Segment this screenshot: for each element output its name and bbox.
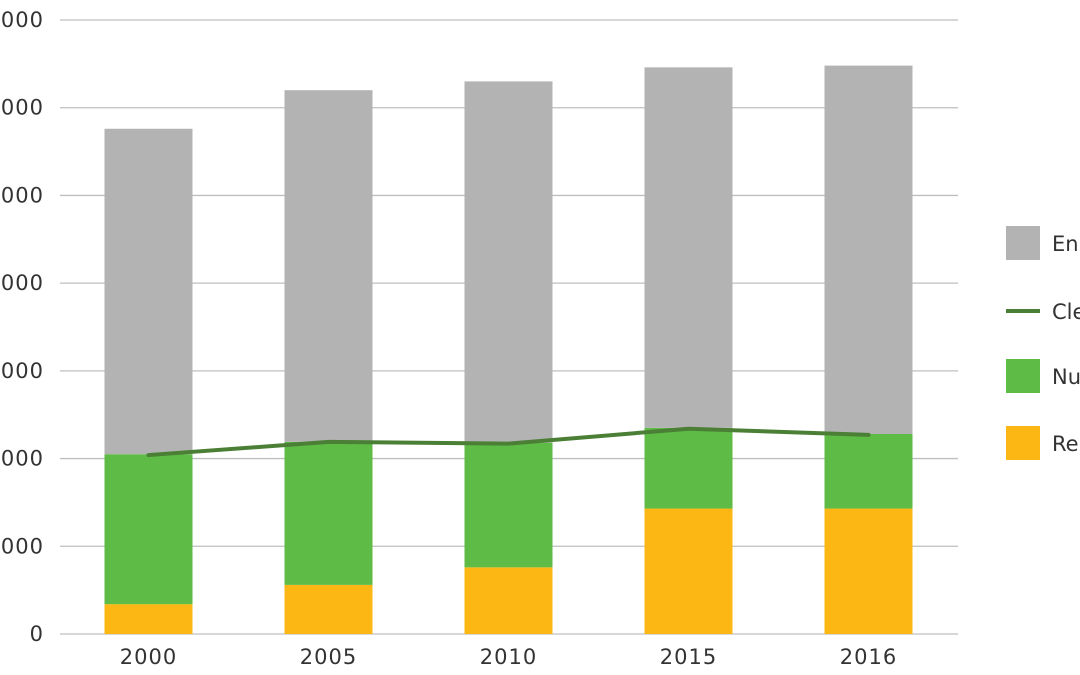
legend-swatch-nu [1006,359,1040,393]
bar-en-2016 [824,65,913,435]
bar-en-2015 [644,67,733,428]
x-tick-label: 2015 [660,645,717,669]
legend-swatch-re [1006,426,1040,460]
legend-label-nu: Nu [1052,365,1080,389]
x-tick-label: 2016 [840,645,897,669]
bar-nu-2016 [824,434,913,509]
bar-re-2000 [104,604,193,634]
x-tick-label: 2010 [480,645,537,669]
bar-re-2010 [464,567,553,634]
bar-en-2000 [104,128,193,455]
legend-label-en: En [1052,232,1079,256]
y-tick-label: 000 [1,534,44,558]
bar-nu-2010 [464,442,553,568]
legend-swatch-en [1006,226,1040,260]
bar-en-2010 [464,81,553,443]
legend: En Cle Nu Re [1006,226,1080,460]
bar-nu-2015 [644,427,733,509]
bar-nu-2000 [104,454,193,605]
line-series [146,426,871,458]
y-tick-label: 0 [30,622,44,646]
legend-label-cle: Cle [1052,300,1080,324]
x-axis-ticks: 2000 2005 2010 2015 2016 [120,645,897,669]
x-tick-label: 2000 [120,645,177,669]
y-tick-label: 000 [1,447,44,471]
bars [104,65,913,634]
y-tick-label: 000 [1,96,44,120]
legend-label-re: Re [1052,432,1079,456]
bar-re-2015 [644,508,733,634]
bar-re-2016 [824,508,913,634]
y-tick-label: 000 [1,183,44,207]
line-cle [146,426,871,458]
x-tick-label: 2005 [300,645,357,669]
bar-nu-2005 [284,441,373,585]
bar-en-2005 [284,90,373,442]
bar-re-2005 [284,584,373,634]
y-tick-label: 000 [1,8,44,32]
y-tick-label: 000 [1,359,44,383]
y-tick-label: 000 [1,271,44,295]
